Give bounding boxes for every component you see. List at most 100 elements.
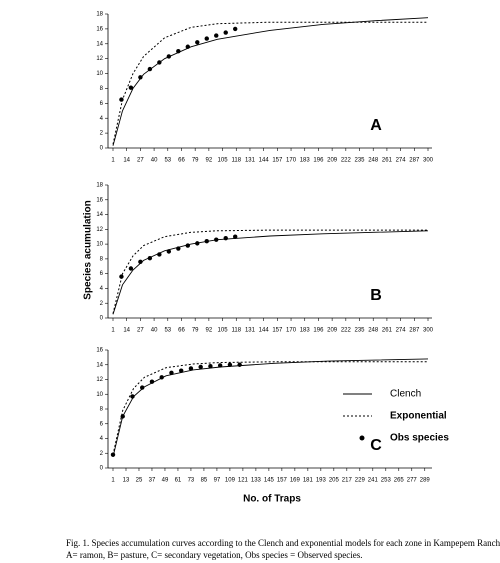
x-tick-label: 92: [206, 158, 213, 164]
x-tick-label: 27: [137, 158, 144, 164]
exponential-curve: [112, 361, 428, 455]
obs-point: [223, 236, 228, 241]
obs-point: [157, 60, 162, 65]
obs-point: [166, 249, 172, 254]
y-tick-label: 8: [100, 256, 104, 262]
x-tick-label: 253: [381, 478, 392, 484]
obs-point: [166, 54, 172, 59]
obs-point: [198, 364, 203, 370]
obs-point: [233, 26, 238, 32]
x-tick-label: 27: [137, 328, 144, 334]
y-tick-label: 6: [100, 421, 104, 427]
x-tick-label: 131: [245, 158, 256, 164]
x-tick-label: 40: [151, 158, 158, 164]
obs-point: [176, 246, 181, 251]
x-tick-label: 53: [164, 158, 171, 164]
y-tick-label: 16: [96, 197, 103, 203]
y-tick-label: 12: [96, 56, 103, 62]
x-tick-label: 287: [409, 328, 420, 334]
x-tick-label: 235: [355, 328, 366, 334]
y-tick-label: 10: [96, 242, 103, 248]
obs-point: [147, 255, 153, 261]
legend-label: Obs species: [390, 433, 449, 444]
legend-label: Exponential: [390, 411, 447, 422]
obs-point: [157, 252, 162, 257]
y-tick-label: 18: [96, 12, 103, 18]
obs-point: [214, 33, 219, 38]
obs-point: [208, 364, 213, 369]
y-tick-label: 14: [96, 362, 103, 368]
obs-point: [120, 414, 125, 419]
x-tick-label: 131: [245, 328, 256, 334]
obs-point: [159, 375, 164, 380]
panel-label: A: [370, 117, 382, 134]
y-tick-label: 2: [100, 451, 104, 457]
x-tick-label: 85: [201, 478, 208, 484]
y-tick-label: 0: [100, 316, 104, 322]
x-tick-label: 61: [175, 478, 182, 484]
x-tick-label: 300: [423, 158, 434, 164]
y-axis-label: Species acumulation: [83, 200, 94, 299]
x-tick-label: 109: [225, 478, 236, 484]
obs-point: [149, 379, 155, 384]
x-tick-label: 261: [382, 328, 393, 334]
x-tick-label: 183: [300, 158, 311, 164]
obs-point: [128, 266, 134, 271]
x-tick-label: 14: [123, 158, 130, 164]
x-tick-label: 118: [231, 158, 241, 164]
x-tick-label: 157: [272, 328, 283, 334]
x-tick-label: 97: [214, 478, 221, 484]
obs-point: [227, 362, 233, 367]
obs-point: [195, 241, 200, 246]
obs-point: [138, 75, 143, 80]
obs-point: [138, 259, 143, 265]
panel-label: C: [370, 437, 382, 454]
x-tick-label: 105: [218, 328, 229, 334]
obs-point: [185, 243, 190, 248]
caption-line: A= ramon, B= pasture, C= secondary veget…: [66, 550, 362, 560]
y-tick-label: 18: [96, 183, 103, 189]
x-tick-label: 289: [420, 478, 431, 484]
y-tick-label: 4: [100, 286, 104, 292]
x-tick-label: 144: [259, 328, 270, 334]
x-tick-label: 1: [111, 478, 115, 484]
x-tick-label: 105: [218, 158, 229, 164]
x-tick-label: 265: [394, 478, 405, 484]
obs-point: [128, 85, 134, 90]
y-tick-label: 4: [100, 116, 104, 122]
x-tick-label: 274: [396, 158, 407, 164]
y-tick-label: 6: [100, 271, 104, 277]
x-tick-label: 157: [277, 478, 288, 484]
y-tick-label: 0: [100, 466, 104, 472]
obs-point: [178, 368, 184, 373]
x-tick-label: 169: [290, 478, 301, 484]
clench-curve: [112, 17, 429, 146]
y-tick-label: 14: [96, 41, 103, 47]
x-tick-label: 144: [259, 158, 270, 164]
x-tick-label: 145: [264, 478, 275, 484]
obs-point: [110, 452, 116, 457]
y-tick-label: 12: [96, 377, 103, 383]
obs-point: [214, 237, 219, 242]
x-tick-label: 193: [316, 478, 327, 484]
y-tick-label: 10: [96, 71, 103, 77]
y-tick-label: 8: [100, 86, 104, 92]
obs-point: [223, 30, 228, 35]
obs-point: [237, 362, 242, 367]
x-tick-label: 170: [286, 328, 297, 334]
x-tick-label: 121: [238, 478, 249, 484]
caption-line: Fig. 1. Species accumulation curves acco…: [66, 538, 500, 548]
x-tick-label: 274: [396, 328, 407, 334]
y-tick-label: 2: [100, 301, 104, 307]
x-tick-label: 229: [355, 478, 366, 484]
x-tick-label: 235: [355, 158, 366, 164]
x-tick-label: 217: [342, 478, 353, 484]
x-tick-label: 118: [231, 328, 241, 334]
x-tick-label: 241: [368, 478, 379, 484]
x-tick-label: 66: [178, 328, 185, 334]
x-tick-label: 1: [111, 158, 115, 164]
y-tick-label: 12: [96, 227, 103, 233]
x-tick-label: 277: [407, 478, 418, 484]
x-tick-label: 25: [136, 478, 143, 484]
